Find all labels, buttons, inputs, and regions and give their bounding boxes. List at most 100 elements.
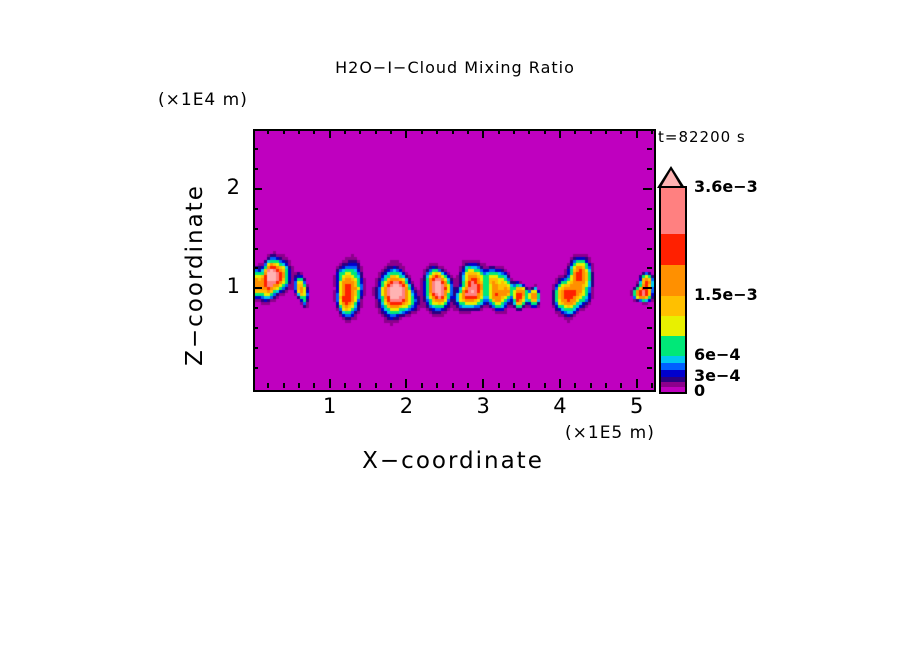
- axis-tick: [253, 247, 258, 250]
- axis-tick: [436, 383, 439, 388]
- axis-tick: [253, 227, 258, 230]
- axis-tick: [647, 247, 652, 250]
- axis-tick: [647, 327, 652, 330]
- axis-tick: [282, 129, 285, 134]
- axis-tick: [253, 287, 262, 290]
- colorbar-band: [661, 188, 685, 235]
- axis-tick: [512, 383, 515, 388]
- axis-tick: [253, 347, 258, 350]
- axis-tick: [374, 383, 377, 388]
- axis-tick: [647, 267, 652, 270]
- axis-tick: [647, 347, 652, 350]
- axis-tick: [574, 129, 577, 134]
- colorbar-band: [661, 376, 685, 382]
- axis-tick: [604, 383, 607, 388]
- axis-tick: [436, 129, 439, 134]
- axis-tick: [298, 129, 301, 134]
- axis-tick: [620, 383, 623, 388]
- axis-tick: [390, 383, 393, 388]
- axis-tick: [647, 367, 652, 370]
- axis-tick: [482, 129, 485, 138]
- axis-tick: [253, 167, 258, 170]
- colorbar-tick-label: 1.5e−3: [694, 285, 758, 305]
- y-axis-title: Z−coordinate: [182, 0, 208, 366]
- axis-tick: [651, 383, 653, 388]
- axis-tick: [253, 307, 258, 310]
- axis-tick: [267, 383, 270, 388]
- axis-tick: [466, 383, 469, 388]
- axis-tick: [528, 383, 531, 388]
- colorbar-band: [661, 363, 685, 370]
- y-axis-title-text: Z−coordinate: [182, 184, 208, 366]
- colorbar-band: [661, 316, 685, 337]
- axis-tick: [643, 187, 652, 190]
- x-tick-label: 4: [553, 394, 567, 418]
- colorbar-band: [661, 369, 685, 377]
- x-tick-label: 5: [629, 394, 644, 418]
- x-tick-label: 2: [399, 394, 414, 418]
- axis-tick: [512, 129, 515, 134]
- axis-tick: [267, 129, 270, 134]
- axis-tick: [543, 383, 546, 388]
- axis-tick: [589, 383, 592, 388]
- axis-tick: [344, 383, 347, 388]
- axis-tick: [359, 129, 362, 134]
- colorbar-band: [661, 336, 685, 357]
- axis-tick: [528, 129, 531, 134]
- axis-tick: [574, 383, 577, 388]
- chart-title: H2O−I−Cloud Mixing Ratio: [60, 58, 850, 77]
- axis-tick: [451, 129, 454, 134]
- y-tick-label: 2: [226, 174, 240, 199]
- axis-tick: [253, 327, 258, 330]
- axis-tick: [405, 379, 408, 388]
- axis-tick: [589, 129, 592, 134]
- colorbar-tick-label: 3.6e−3: [694, 177, 758, 196]
- axis-tick: [558, 129, 561, 138]
- axis-tick: [344, 129, 347, 134]
- axis-tick: [253, 367, 258, 370]
- axis-tick: [253, 187, 262, 190]
- axis-tick: [643, 287, 652, 290]
- axis-tick: [647, 167, 652, 170]
- contour-plot-area: [253, 129, 656, 392]
- colorbar-band: [661, 296, 685, 317]
- colorbar: [659, 186, 687, 394]
- axis-tick: [497, 129, 500, 134]
- axis-tick: [620, 129, 623, 134]
- axis-tick: [635, 129, 638, 138]
- chart-title-text: H2O−I−Cloud Mixing Ratio: [335, 58, 575, 77]
- contour-field-canvas: [255, 131, 654, 390]
- axis-tick: [647, 307, 652, 310]
- axis-tick: [420, 129, 423, 134]
- axis-tick: [497, 383, 500, 388]
- colorbar-tick-label: 6e−4: [694, 345, 741, 365]
- axis-tick: [390, 129, 393, 134]
- colorbar-band: [661, 386, 685, 392]
- axis-tick: [635, 379, 638, 388]
- colorbar-band: [661, 265, 685, 297]
- axis-tick: [328, 129, 331, 138]
- y-tick-label: 1: [226, 274, 240, 299]
- colorbar-band: [661, 234, 685, 266]
- axis-tick: [253, 207, 258, 210]
- axis-tick: [313, 129, 316, 134]
- axis-tick: [482, 379, 485, 388]
- axis-tick: [253, 267, 258, 270]
- axis-tick: [647, 227, 652, 230]
- axis-tick: [328, 379, 331, 388]
- colorbar-tick-label: 0: [694, 381, 706, 400]
- axis-tick: [543, 129, 546, 134]
- axis-tick: [405, 129, 408, 138]
- axis-tick: [651, 129, 653, 134]
- axis-tick: [282, 383, 285, 388]
- y-axis-units-label: (×1E4 m): [158, 90, 248, 110]
- x-axis-title: X−coordinate: [253, 448, 653, 474]
- axis-tick: [359, 383, 362, 388]
- x-tick-label: 1: [323, 394, 337, 418]
- colorbar-tick-label: 3e−4: [694, 365, 741, 385]
- timestamp-annotation: t=82200 s: [658, 128, 746, 146]
- axis-tick: [374, 129, 377, 134]
- axis-tick: [604, 129, 607, 134]
- axis-tick: [558, 379, 561, 388]
- x-axis-units-label: (×1E5 m): [565, 423, 655, 443]
